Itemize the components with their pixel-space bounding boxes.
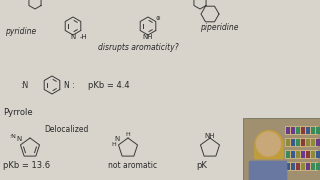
Bar [285, 150, 318, 159]
Bar [306, 163, 310, 170]
Bar [301, 150, 305, 158]
Bar [296, 150, 300, 158]
Bar [311, 138, 315, 146]
Bar [311, 127, 315, 134]
Bar [311, 163, 315, 170]
Bar [291, 163, 295, 170]
Text: :N: :N [9, 134, 16, 138]
Bar [291, 138, 295, 146]
Bar [306, 127, 310, 134]
Text: ⊕: ⊕ [156, 15, 160, 21]
Text: not aromatic: not aromatic [108, 161, 157, 170]
Bar [301, 163, 305, 170]
Bar [301, 127, 305, 134]
Bar [316, 150, 320, 158]
Text: -H: -H [80, 34, 88, 40]
Bar [291, 150, 295, 158]
Bar [285, 138, 318, 147]
Bar [316, 163, 320, 170]
Bar [306, 150, 310, 158]
Text: pK: pK [196, 161, 207, 170]
Text: pyridine: pyridine [5, 26, 36, 35]
Bar [316, 138, 320, 146]
Bar [311, 150, 315, 158]
Bar [306, 138, 310, 146]
Text: NH: NH [143, 34, 153, 40]
Text: piperidine: piperidine [200, 22, 238, 32]
Text: H: H [111, 143, 116, 147]
Text: Delocalized: Delocalized [44, 125, 88, 134]
Text: pKb = 4.4: pKb = 4.4 [88, 80, 130, 89]
Text: H: H [125, 132, 130, 138]
FancyBboxPatch shape [249, 161, 287, 180]
Bar [296, 138, 300, 146]
Text: pKb = 13.6: pKb = 13.6 [3, 161, 50, 170]
Text: NH: NH [205, 133, 215, 139]
FancyBboxPatch shape [243, 118, 320, 180]
Bar [316, 127, 320, 134]
Bar [286, 127, 290, 134]
Bar [285, 126, 318, 135]
Text: N: N [115, 136, 120, 142]
Circle shape [256, 132, 280, 156]
Text: :N: :N [20, 80, 28, 89]
Text: N :: N : [64, 80, 75, 89]
Bar [296, 127, 300, 134]
Bar [285, 162, 318, 171]
Bar [286, 150, 290, 158]
Text: N: N [70, 34, 76, 40]
Bar [291, 127, 295, 134]
Text: N: N [17, 136, 22, 142]
Text: Pyrrole: Pyrrole [3, 107, 33, 116]
Bar [301, 138, 305, 146]
Bar [286, 163, 290, 170]
Text: disrupts aromaticity?: disrupts aromaticity? [98, 42, 178, 51]
Bar [286, 138, 290, 146]
Bar [296, 163, 300, 170]
